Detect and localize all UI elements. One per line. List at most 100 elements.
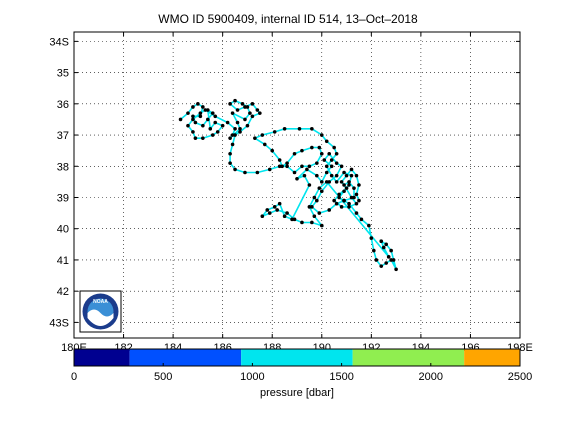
profile-point bbox=[228, 151, 232, 156]
colorbar-tick-label: 1500 bbox=[329, 371, 353, 383]
y-tick-label: 43S bbox=[49, 317, 69, 329]
colorbar-tick-label: 2500 bbox=[508, 371, 532, 383]
profile-point bbox=[352, 186, 356, 190]
colorbar-tick-label: 500 bbox=[154, 371, 172, 383]
profile-point bbox=[206, 117, 210, 122]
y-tick-label: 38 bbox=[57, 161, 69, 173]
y-tick-label: 34S bbox=[49, 36, 69, 48]
profile-point bbox=[379, 264, 384, 268]
profile-point bbox=[349, 195, 354, 200]
profile-point bbox=[342, 170, 346, 175]
profile-point bbox=[312, 195, 317, 200]
profile-point bbox=[354, 201, 359, 206]
profile-point bbox=[248, 111, 252, 115]
y-tick-label: 37 bbox=[57, 130, 69, 142]
profile-point bbox=[319, 180, 324, 184]
profile-point bbox=[352, 195, 356, 200]
profile-point bbox=[238, 130, 242, 134]
profile-point bbox=[285, 211, 289, 215]
profile-point bbox=[253, 136, 257, 140]
profile-point bbox=[389, 258, 393, 262]
profile-point bbox=[250, 102, 255, 106]
profile-point bbox=[327, 151, 332, 156]
profile-point bbox=[285, 161, 289, 165]
profile-point bbox=[384, 261, 389, 265]
profile-point bbox=[203, 108, 208, 112]
profile-point bbox=[332, 145, 336, 150]
profile-point bbox=[245, 123, 250, 128]
colorbar-segment bbox=[129, 349, 242, 366]
profile-point bbox=[250, 114, 255, 119]
profile-point bbox=[359, 217, 364, 222]
profile-point bbox=[305, 167, 309, 172]
profile-point bbox=[310, 145, 314, 150]
profile-point bbox=[349, 173, 354, 178]
colorbar-segment bbox=[464, 349, 520, 366]
profile-point bbox=[319, 189, 324, 194]
profile-point bbox=[210, 111, 215, 115]
profile-point bbox=[235, 120, 240, 125]
profile-point bbox=[230, 111, 235, 115]
y-tick-label: 35 bbox=[57, 68, 69, 80]
profile-point bbox=[307, 205, 312, 209]
profile-point bbox=[339, 205, 344, 209]
profile-point bbox=[300, 164, 304, 169]
profile-point bbox=[324, 180, 329, 184]
profile-point bbox=[394, 267, 398, 272]
profile-point bbox=[347, 205, 351, 209]
profile-point bbox=[191, 130, 195, 134]
profile-point bbox=[277, 201, 282, 206]
profile-point bbox=[297, 126, 302, 131]
profile-point bbox=[285, 164, 289, 169]
profile-point bbox=[228, 102, 232, 106]
profile-point bbox=[344, 186, 349, 190]
profile-point bbox=[277, 158, 282, 162]
profile-point bbox=[191, 105, 195, 109]
profile-point bbox=[334, 151, 339, 156]
profile-point bbox=[228, 161, 232, 165]
profile-point bbox=[369, 236, 374, 240]
profile-point bbox=[215, 130, 220, 134]
profile-point bbox=[280, 164, 284, 169]
profile-point bbox=[310, 220, 314, 225]
profile-point bbox=[186, 123, 190, 128]
profile-point bbox=[220, 123, 225, 128]
profile-point bbox=[235, 108, 240, 112]
profile-point bbox=[233, 126, 237, 131]
profile-point bbox=[230, 133, 235, 137]
profile-point bbox=[329, 158, 334, 162]
profile-point bbox=[386, 255, 391, 259]
profile-point bbox=[191, 117, 195, 122]
profile-point bbox=[233, 98, 237, 103]
profile-point bbox=[196, 102, 200, 106]
profile-point bbox=[233, 167, 237, 172]
profile-point bbox=[342, 183, 346, 187]
profile-point bbox=[389, 248, 393, 253]
profile-point bbox=[367, 223, 371, 228]
profile-point bbox=[193, 120, 198, 125]
profile-point bbox=[310, 205, 314, 209]
track-path bbox=[179, 99, 397, 270]
profile-point bbox=[374, 258, 379, 262]
profile-point bbox=[201, 123, 205, 128]
profile-point bbox=[228, 136, 232, 140]
colorbar-frame bbox=[73, 348, 521, 367]
profile-point bbox=[258, 111, 262, 115]
colorbar-segment bbox=[241, 349, 353, 366]
profile-point bbox=[267, 211, 272, 215]
profile-point bbox=[260, 214, 265, 219]
colorbar-label: pressure [dbar] bbox=[260, 387, 334, 399]
profile-point bbox=[302, 173, 307, 178]
noaa-logo-text: NOAA bbox=[93, 299, 108, 305]
profile-point bbox=[312, 214, 317, 219]
profile-point bbox=[255, 170, 260, 175]
profile-point bbox=[290, 217, 294, 222]
profile-point bbox=[292, 151, 297, 156]
profile-point bbox=[357, 183, 361, 187]
noaa-logo: NOAA bbox=[79, 290, 122, 333]
profile-point bbox=[198, 111, 203, 115]
profile-point bbox=[260, 133, 265, 137]
profile-point bbox=[349, 167, 354, 172]
profile-point bbox=[230, 142, 235, 147]
